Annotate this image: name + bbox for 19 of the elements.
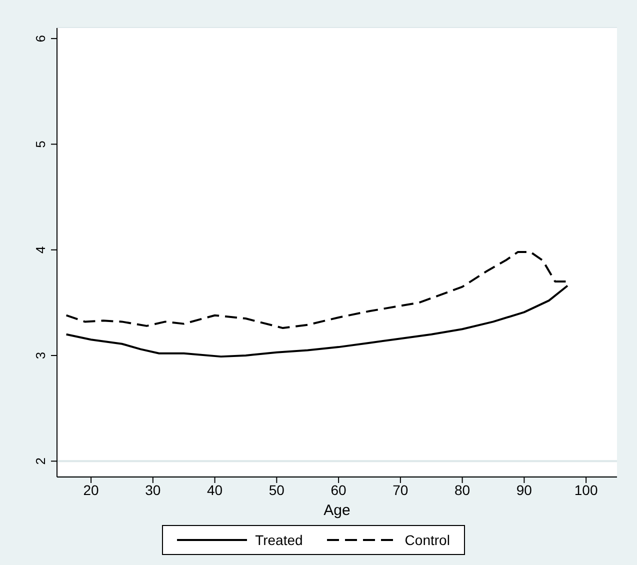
line-series (65, 250, 568, 330)
x-axis-title: Age (324, 502, 350, 519)
legend-label: Control (404, 532, 450, 548)
x-tick-label: 60 (330, 482, 347, 498)
y-tick-label: 4 (33, 246, 48, 254)
x-tick-label: 20 (83, 482, 100, 498)
legend-label: Treated (255, 532, 303, 548)
x-tick-label: 100 (574, 482, 598, 498)
line-series (65, 284, 568, 358)
y-tick-label: 6 (33, 34, 48, 42)
y-tick-label: 2 (33, 458, 48, 465)
x-tick-label: 80 (454, 482, 470, 498)
x-tick-label: 70 (392, 482, 408, 498)
x-tick-label: 50 (268, 482, 285, 498)
x-tick-label: 90 (516, 482, 532, 498)
y-tick-label: 3 (33, 352, 48, 360)
y-tick-label: 5 (33, 140, 48, 148)
x-tick-label: 30 (145, 482, 161, 498)
x-tick-label: 40 (207, 482, 223, 498)
